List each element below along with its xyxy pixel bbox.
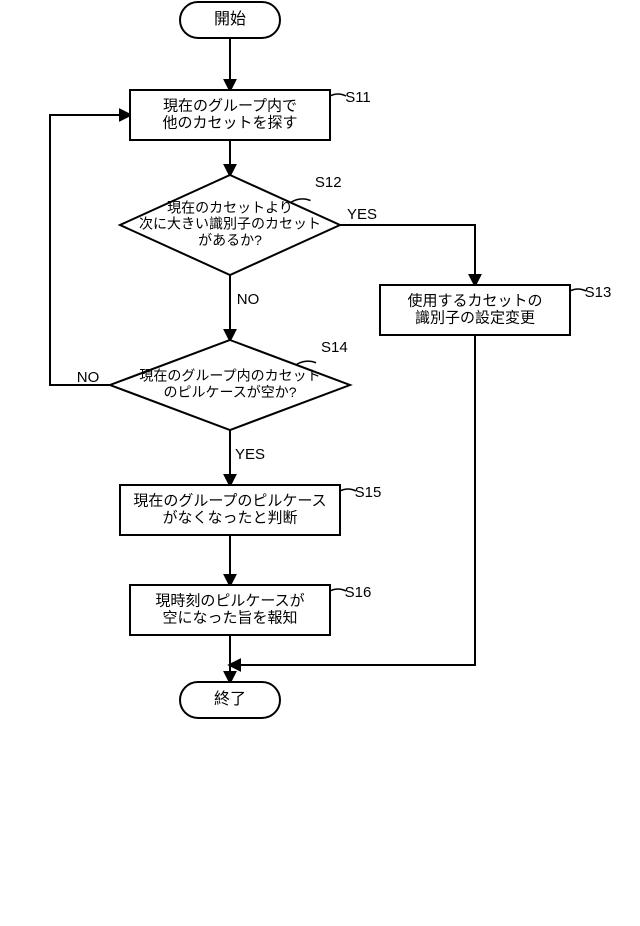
node-s16-text: 空になった旨を報知: [162, 610, 297, 627]
node-s13-text: 識別子の設定変更: [415, 310, 535, 327]
step-label-s12: S12: [315, 174, 342, 191]
node-s12: 現在のカセットより次に大きい識別子のカセットがあるか? S12: [120, 174, 342, 275]
node-s13-text: 使用するカセットの: [407, 292, 542, 309]
edge-label-5: NO: [77, 369, 100, 386]
edge-5: [50, 115, 130, 385]
node-s11-text: 現在のグループ内で: [163, 97, 297, 114]
node-s14-text: 現在のグループ内のカセット: [139, 368, 320, 384]
node-s14-text: のピルケースが空か?: [163, 384, 296, 400]
node-s12-text: 現在のカセットより: [167, 200, 293, 216]
step-label-s13: S13: [585, 284, 612, 301]
step-label-s14: S14: [321, 339, 348, 356]
node-s12-text: 次に大きい識別子のカセット: [139, 216, 321, 232]
step-label-s15: S15: [355, 484, 382, 501]
node-s13: 使用するカセットの識別子の設定変更 S13: [380, 284, 611, 335]
nodes-layer: 開始現在のグループ内で他のカセットを探す S11 現在のカセットより次に大きい識別子…: [110, 2, 611, 718]
node-end: 終了: [180, 682, 280, 718]
node-end-text: 終了: [214, 690, 246, 708]
node-s16-text: 現時刻のピルケースが: [155, 592, 304, 609]
step-label-s16: S16: [345, 584, 372, 601]
node-s15: 現在のグループのピルケースがなくなったと判断 S15: [120, 484, 381, 535]
node-s16: 現時刻のピルケースが空になった旨を報知 S16: [130, 584, 371, 635]
node-s11-text: 他のカセットを探す: [162, 115, 297, 132]
node-s11: 現在のグループ内で他のカセットを探す S11: [130, 89, 371, 140]
node-s14: 現在のグループ内のカセットのピルケースが空か? S14: [110, 339, 350, 430]
step-label-s11: S11: [345, 89, 371, 106]
node-s12-text: があるか?: [198, 232, 262, 248]
edge-label-3: YES: [347, 206, 377, 223]
node-s15-text: がなくなったと判断: [162, 510, 297, 527]
flowchart-canvas: NO YES YES NO 開始現在のグループ内で他のカセットを探す S11 現在のカセッ…: [0, 0, 640, 926]
edge-3: [340, 225, 475, 285]
node-s15-text: 現在のグループのピルケース: [133, 492, 326, 509]
edge-label-2: NO: [237, 291, 260, 308]
node-start: 開始: [180, 2, 280, 38]
node-start-text: 開始: [214, 10, 246, 28]
edge-label-4: YES: [235, 446, 265, 463]
